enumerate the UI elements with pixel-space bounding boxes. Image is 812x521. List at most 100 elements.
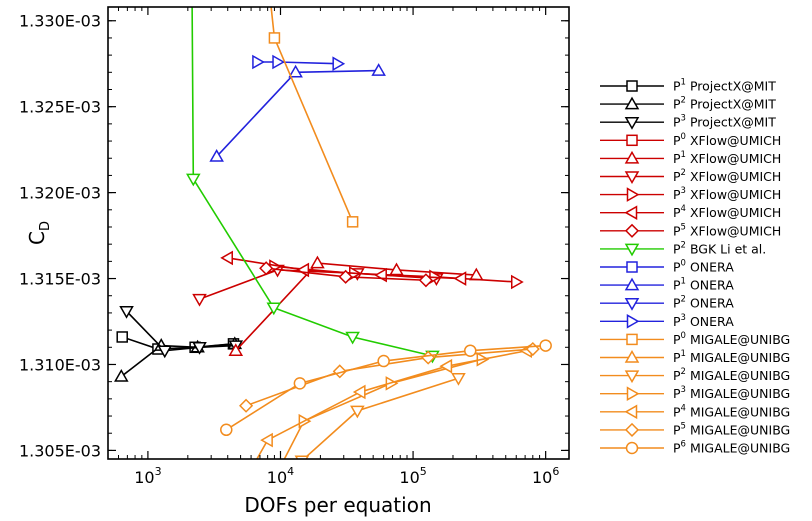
- series-4-point-1: [310, 255, 325, 269]
- legend-label-11: P1 ONERA: [673, 277, 734, 293]
- series-4-point-0: [228, 343, 244, 356]
- series-20-point-2: [377, 354, 390, 368]
- legend-label-0: P1 ProjectX@MIT: [673, 78, 776, 94]
- series-18-point-2: [352, 384, 366, 400]
- series-2: [119, 305, 244, 359]
- legend-entry-1: P2 ProjectX@MIT: [600, 96, 776, 112]
- series-5-point-0: [192, 293, 207, 307]
- series-13: [252, 54, 346, 72]
- legend-entry-20: P6 MIGALE@UNIBG: [600, 440, 790, 456]
- legend-swatch-marker: [626, 187, 640, 202]
- series-2-point-1: [157, 345, 173, 359]
- legend-entry-16: P2 MIGALE@UNIBG: [600, 367, 790, 384]
- legend-entry-5: P2 XFlow@UMICH: [600, 168, 781, 185]
- legend-label-17: P3 MIGALE@UNIBG: [673, 385, 790, 401]
- legend-swatch-marker: [624, 116, 640, 130]
- y-axis-label: CD: [25, 221, 53, 245]
- legend-entry-13: P3 ONERA: [600, 313, 734, 329]
- series-line-1: [120, 343, 235, 378]
- series-13-point-0: [252, 54, 265, 70]
- legend-label-16: P2 MIGALE@UNIBG: [673, 367, 790, 383]
- legend-entry-14: P0 MIGALE@UNIBG: [600, 331, 790, 347]
- legend-entry-3: P0 XFlow@UMICH: [600, 132, 781, 148]
- series-14-point-1: [268, 32, 281, 44]
- legend-swatch-marker: [626, 386, 640, 401]
- legend-swatch-marker: [624, 277, 640, 291]
- series-8: [259, 261, 433, 288]
- legend-swatch-marker: [626, 134, 638, 147]
- series-11-point-2: [371, 63, 386, 76]
- legend-swatch-marker: [624, 223, 640, 238]
- legend-label-18: P4 MIGALE@UNIBG: [673, 403, 790, 419]
- series-14: [268, 7, 359, 228]
- plot-frame: [107, 6, 570, 460]
- legend-swatch-marker: [624, 96, 640, 110]
- series-20-point-4: [539, 339, 552, 352]
- x-axis-label: DOFs per equation: [244, 493, 431, 517]
- legend-entry-2: P3 ProjectX@MIT: [600, 114, 776, 130]
- series-7-point-3: [453, 271, 467, 286]
- legend-entry-4: P1 XFlow@UMICH: [600, 150, 781, 166]
- legend-label-19: P5 MIGALE@UNIBG: [673, 421, 790, 437]
- legend-label-6: P3 XFlow@UMICH: [673, 186, 781, 202]
- legend-label-12: P2 ONERA: [673, 295, 734, 311]
- series-11-point-0: [209, 149, 224, 162]
- series-8-point-2: [418, 273, 433, 288]
- legend-label-7: P4 XFlow@UMICH: [673, 204, 781, 220]
- y-tick-label-1: 1.310E-03: [19, 355, 101, 374]
- series-line-17: [283, 358, 483, 459]
- x-axis: 103 104 105 106: [107, 7, 559, 487]
- x-tick-label-1: 104: [267, 465, 294, 487]
- series-18-point-1: [260, 432, 273, 448]
- legend-label-14: P0 MIGALE@UNIBG: [673, 331, 790, 347]
- legend-swatch-marker: [626, 80, 638, 92]
- legend: P1 ProjectX@MIT P2 ProjectX@MIT P3 Project…: [600, 78, 790, 456]
- series-7-point-0: [220, 250, 233, 266]
- legend-entry-11: P1 ONERA: [600, 277, 734, 293]
- legend-swatch-marker: [624, 243, 640, 257]
- legend-swatch-marker: [626, 314, 640, 329]
- series-line-16: [302, 377, 459, 459]
- plot-series-group: [114, 7, 552, 459]
- legend-label-13: P3 ONERA: [673, 313, 734, 329]
- series-13-point-2: [332, 56, 346, 72]
- legend-entry-6: P3 XFlow@UMICH: [600, 186, 781, 202]
- legend-swatch-marker: [624, 422, 640, 437]
- legend-label-10: P0 ONERA: [673, 259, 734, 275]
- legend-label-5: P2 XFlow@UMICH: [673, 168, 781, 184]
- series-2-point-0: [119, 305, 134, 319]
- y-tick-label-0: 1.305E-03: [19, 441, 101, 460]
- legend-entry-9: P2 BGK Li et al.: [600, 240, 766, 257]
- series-9-point-3: [345, 331, 360, 345]
- series-16-point-2: [350, 405, 365, 419]
- x-tick-label-3: 106: [532, 465, 559, 487]
- y-axis: 1.305E-03 1.310E-03 1.315E-03 1.320E-03 1.32…: [19, 12, 569, 460]
- legend-swatch-marker: [624, 171, 640, 185]
- legend-label-2: P3 ProjectX@MIT: [673, 114, 776, 130]
- legend-swatch-marker: [624, 404, 638, 420]
- series-18-point-3: [439, 358, 453, 374]
- series-19-point-0: [239, 398, 254, 413]
- legend-entry-18: P4 MIGALE@UNIBG: [600, 403, 790, 419]
- series-13-point-1: [272, 54, 286, 70]
- legend-entry-12: P2 ONERA: [600, 295, 734, 311]
- series-20-point-3: [464, 344, 477, 357]
- legend-label-3: P0 XFlow@UMICH: [673, 132, 781, 148]
- y-axis-label-main: C: [25, 231, 49, 245]
- legend-swatch-marker: [624, 297, 640, 311]
- legend-entry-15: P1 MIGALE@UNIBG: [600, 349, 790, 365]
- legend-entry-19: P5 MIGALE@UNIBG: [600, 421, 790, 437]
- legend-swatch-marker: [626, 333, 638, 346]
- x-tick-label-0: 103: [134, 465, 161, 487]
- legend-label-8: P5 XFlow@UMICH: [673, 222, 781, 238]
- series-14-point-2: [346, 216, 359, 228]
- legend-entry-10: P0 ONERA: [600, 259, 734, 275]
- legend-entry-17: P3 MIGALE@UNIBG: [600, 385, 790, 401]
- series-6-point-3: [510, 274, 524, 290]
- series-16-point-3: [451, 372, 466, 386]
- legend-entry-7: P4 XFlow@UMICH: [600, 204, 781, 220]
- series-1-point-0: [114, 368, 129, 382]
- legend-entry-0: P1 ProjectX@MIT: [600, 78, 776, 94]
